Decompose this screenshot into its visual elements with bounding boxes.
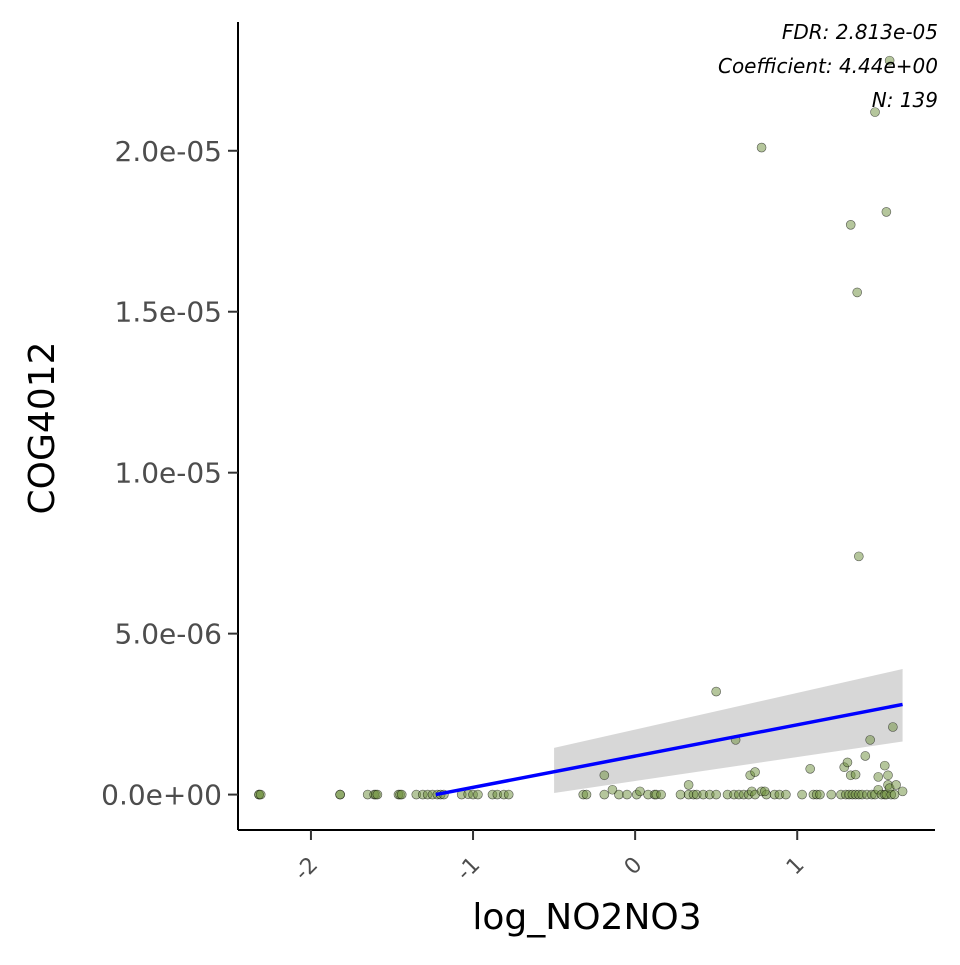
- data-point: [335, 789, 345, 800]
- data-point: [873, 772, 884, 782]
- data-point: [711, 686, 721, 697]
- data-point: [891, 780, 901, 790]
- data-point: [850, 769, 861, 780]
- data-point: [473, 789, 483, 800]
- x-tick-label: -1: [452, 853, 485, 886]
- data-point: [503, 789, 514, 800]
- data-point: [842, 757, 853, 768]
- data-point: [756, 142, 767, 153]
- data-point: [881, 207, 892, 217]
- data-point: [781, 789, 791, 800]
- annotation-n: N: 139: [872, 88, 938, 112]
- data-point: [805, 764, 815, 774]
- data-point: [622, 789, 632, 800]
- regression-line: [435, 702, 903, 797]
- data-point: [255, 789, 266, 800]
- data-point: [854, 551, 864, 562]
- data-point: [845, 220, 856, 230]
- confidence-band-layer: [554, 669, 903, 793]
- y-tick-label: 1.0e-05: [115, 457, 223, 490]
- data-point: [656, 789, 666, 800]
- data-point: [889, 789, 900, 800]
- data-point: [815, 789, 825, 800]
- y-tick-label: 1.5e-05: [115, 296, 223, 329]
- x-tick-label: 0: [620, 853, 648, 881]
- data-point: [888, 722, 898, 732]
- y-tick-label: 2.0e-05: [115, 135, 223, 168]
- data-point: [711, 789, 721, 800]
- data-point: [607, 784, 618, 795]
- data-point: [870, 107, 880, 117]
- y-tick-label: 5.0e-06: [115, 618, 223, 651]
- data-point: [897, 786, 908, 797]
- data-point: [372, 789, 383, 800]
- data-point: [396, 789, 407, 800]
- annotation-fdr: FDR: 2.813e-05: [782, 20, 938, 44]
- data-point: [852, 287, 862, 298]
- data-point: [599, 770, 610, 781]
- data-point: [865, 735, 875, 745]
- x-tick-label: -2: [290, 853, 323, 886]
- points-layer: [254, 55, 908, 800]
- data-point: [797, 789, 807, 800]
- data-point: [760, 786, 770, 797]
- data-point: [599, 789, 610, 800]
- data-point: [884, 55, 895, 66]
- data-point: [635, 786, 645, 797]
- data-point: [683, 780, 694, 790]
- data-point: [883, 770, 893, 781]
- data-point: [750, 767, 760, 777]
- axes-layer: 0.0e+00 5.0e-06 1.0e-05 1.5e-05 2.0e-05 -2 -1 0…: [101, 22, 935, 886]
- y-tick-label: 0.0e+00: [101, 779, 222, 812]
- x-axis-title: log_NO2NO3: [472, 897, 701, 938]
- data-point: [826, 789, 837, 800]
- x-tick-label: 1: [782, 853, 810, 881]
- trend-line-layer: [435, 702, 903, 797]
- data-point: [879, 760, 890, 771]
- data-point: [860, 751, 871, 761]
- annotation-coefficient: Coefficient: 4.44e+00: [718, 54, 938, 78]
- confidence-band: [554, 669, 903, 793]
- data-point: [581, 789, 592, 800]
- data-point: [614, 789, 624, 800]
- data-point: [675, 789, 686, 800]
- y-axis-title: COG4012: [22, 342, 63, 515]
